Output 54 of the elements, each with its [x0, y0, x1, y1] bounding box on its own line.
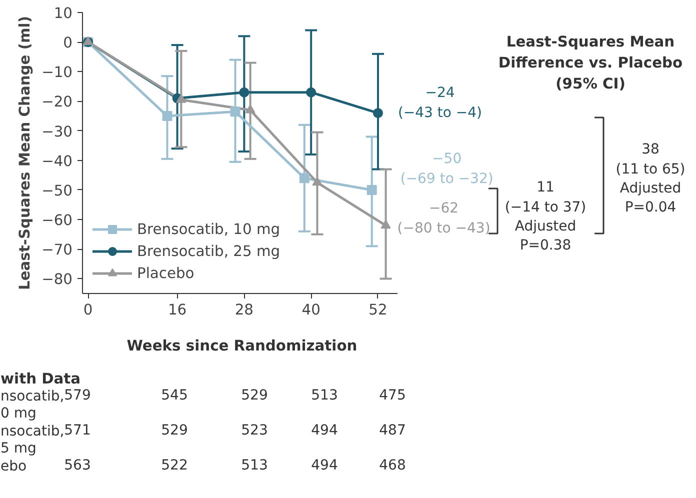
x-axis-title: Weeks since Randomization [126, 338, 358, 354]
x-tick-label: 0 [83, 302, 93, 318]
y-tick-label: −10 [42, 64, 73, 82]
legend-label: Brensocatib, 25 mg [137, 242, 280, 260]
y-tick-label: −40 [42, 152, 73, 170]
text: 563 [64, 458, 91, 474]
y-tick-label: 0 [63, 34, 73, 52]
legend-label: Placebo [137, 264, 194, 282]
point [312, 176, 322, 186]
text: 494 [311, 458, 338, 474]
point [230, 106, 240, 117]
point [380, 220, 391, 229]
text: ebo [0, 458, 27, 474]
x-tick-label: 40 [302, 302, 320, 318]
y-axis-title: Least-Squares Mean Change (ml) [16, 16, 34, 290]
text: 38 (11 to 65) Adjusted P=0.04 [616, 142, 686, 216]
y-tick-label: −70 [42, 242, 73, 259]
point [372, 108, 383, 118]
annotation: −50 (−69 to −32) [400, 150, 494, 187]
y-tick-label: −60 [42, 212, 73, 230]
text: with Data [0, 370, 81, 388]
point [299, 173, 310, 184]
x-tick-label: 52 [368, 302, 388, 318]
annotation: −24 (−43 to −4) [398, 85, 482, 122]
text: 545 [161, 388, 188, 404]
x-tick-label: 16 [168, 302, 187, 318]
point [176, 94, 186, 103]
point [245, 104, 256, 114]
text: 487 [379, 422, 406, 438]
text: 494 [311, 422, 338, 438]
text: 513 [311, 388, 338, 404]
point [239, 87, 250, 98]
text: 523 [241, 422, 268, 438]
text: 11 (−14 to 37) Adjusted P=0.38 [504, 180, 586, 254]
y-tick-label: −20 [42, 94, 73, 111]
text: Least-Squares Mean Difference vs. Placebo (95% CI) [498, 34, 683, 92]
text: 529 [161, 422, 188, 438]
y-tick-label: −50 [42, 182, 73, 200]
text: 522 [161, 458, 188, 474]
point [162, 111, 172, 122]
legend-label: Brensocatib, 10 mg [137, 220, 280, 238]
y-tick-label: −30 [42, 123, 73, 140]
annotation: −62 (−80 to −43) [397, 200, 490, 236]
text: 513 [241, 458, 268, 474]
text: 571 [64, 422, 91, 438]
text: 579 [64, 388, 91, 404]
text: 475 [379, 388, 406, 404]
point [306, 87, 316, 98]
x-tick-label: 28 [234, 302, 254, 318]
text: 468 [379, 458, 406, 474]
y-tick-label: −80 [42, 271, 73, 288]
y-tick-label: 10 [54, 5, 73, 22]
text: 529 [241, 388, 268, 404]
point [366, 184, 377, 195]
